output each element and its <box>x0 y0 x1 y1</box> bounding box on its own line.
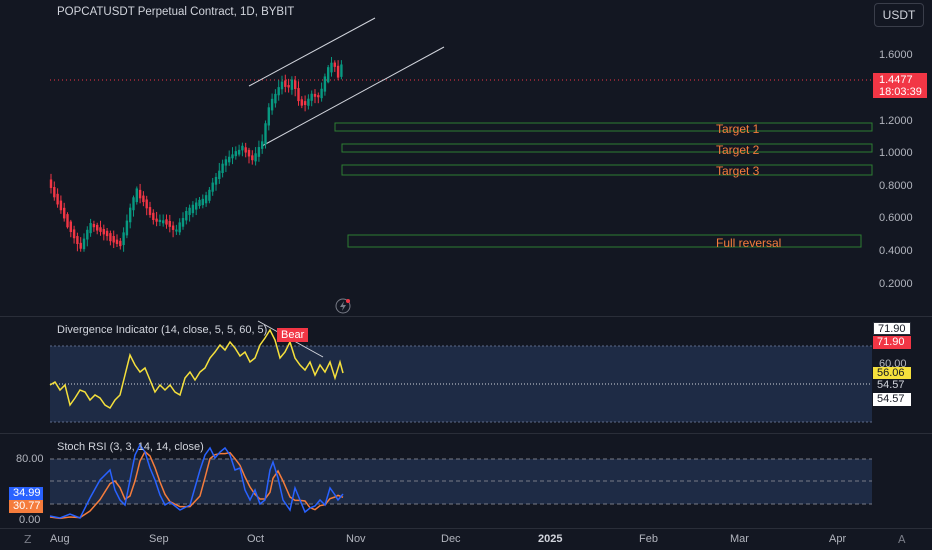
price-label: 0.8000 <box>879 180 913 192</box>
stoch-axis-label: 80.00 <box>16 453 44 465</box>
divergence-title[interactable]: Divergence Indicator (14, close, 5, 5, 6… <box>57 324 268 336</box>
svg-text:Z: Z <box>24 533 32 546</box>
alert-icon <box>335 298 351 314</box>
price-label: 0.2000 <box>879 278 913 290</box>
div-axis-label: 71.90 <box>873 322 911 335</box>
target-3-box <box>341 164 873 176</box>
divergence-line <box>49 328 344 410</box>
stoch-band <box>50 459 872 504</box>
time-label: Dec <box>441 533 461 545</box>
price-label: 1.6000 <box>879 49 913 61</box>
stoch-rsi-title[interactable]: Stoch RSI (3, 3, 14, 14, close) <box>57 441 204 453</box>
price-label: 0.4000 <box>879 245 913 257</box>
time-label: 2025 <box>538 533 563 545</box>
chart-title: POPCATUSDT Perpetual Contract, 1D, BYBIT <box>57 6 295 18</box>
time-label: Feb <box>639 533 658 545</box>
div-axis-label: 71.90 <box>873 336 911 349</box>
current-price: 1.4477 <box>879 74 913 86</box>
stoch-d-line <box>49 450 344 520</box>
target-1-label: Target 1 <box>716 122 760 136</box>
div-axis-label: 60.00 <box>879 359 907 367</box>
time-label: Aug <box>50 533 70 545</box>
target-2-box <box>341 143 873 153</box>
stoch-d-value: 30.77 <box>9 500 43 513</box>
stoch-k-value: 34.99 <box>9 487 43 500</box>
full-reversal-box <box>347 234 862 248</box>
stoch-axis-label: 0.00 <box>19 514 41 526</box>
target-3-label: Target 3 <box>716 164 760 178</box>
time-label: Sep <box>149 533 169 545</box>
time-label: Apr <box>829 533 847 545</box>
div-axis-label: 54.57 <box>873 393 911 406</box>
price-label: 1.2000 <box>879 115 913 127</box>
div-axis-label: 56.06 <box>873 367 911 380</box>
current-price-tag: 1.4477 18:03:39 <box>873 73 927 98</box>
target-2-label: Target 2 <box>716 143 760 157</box>
bar-countdown: 18:03:39 <box>879 86 922 98</box>
svg-text:A: A <box>898 533 906 546</box>
price-label: 1.0000 <box>879 147 913 159</box>
channel-upper-line <box>248 17 376 87</box>
time-label: Mar <box>730 533 749 545</box>
channel-lower-line <box>261 46 445 147</box>
time-label: Oct <box>247 533 265 545</box>
candlestick-series <box>49 57 343 252</box>
time-label: Nov <box>346 533 366 545</box>
bear-label: Bear <box>277 328 309 342</box>
full-reversal-label: Full reversal <box>716 236 782 250</box>
price-label: 0.6000 <box>879 212 913 224</box>
currency-button[interactable]: USDT <box>874 3 924 27</box>
target-1-box <box>334 122 873 132</box>
div-axis-label: 54.57 <box>873 379 911 392</box>
stoch-k-line <box>49 443 344 519</box>
